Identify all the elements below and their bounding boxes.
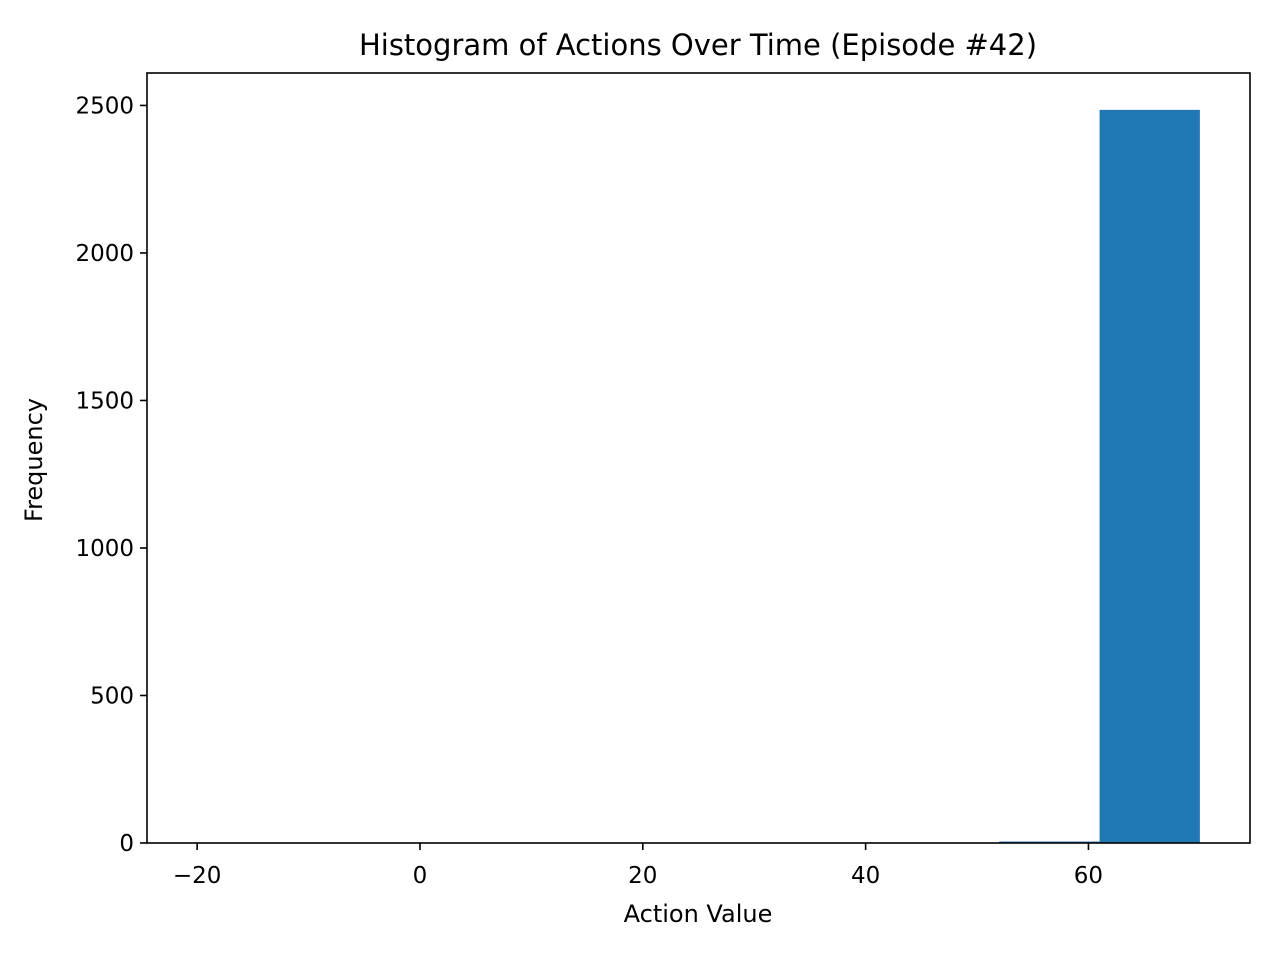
plot-frame [146,72,1251,844]
chart-title: Histogram of Actions Over Time (Episode … [359,28,1037,62]
y-tick-label: 2000 [75,241,134,267]
bars-group [999,109,1200,844]
y-tick-label: 1000 [75,536,134,562]
x-tick-label: −20 [173,863,222,889]
x-tick-label: 60 [1074,863,1103,889]
y-tick-label: 2500 [75,93,134,119]
y-tick-label: 0 [119,831,134,857]
x-axis-label: Action Value [624,900,773,928]
y-tick-label: 500 [90,683,134,709]
y-tick-label: 1500 [75,388,134,414]
x-tick-label: 20 [628,863,657,889]
x-axis-ticks: −20 0 20 40 60 [173,843,1103,889]
y-axis-ticks: 0 500 1000 1500 2000 2500 [75,93,147,857]
x-tick-label: 40 [851,863,880,889]
histogram-bar-9 [1099,109,1200,844]
x-tick-label: 0 [413,863,428,889]
y-axis-label: Frequency [20,398,48,522]
